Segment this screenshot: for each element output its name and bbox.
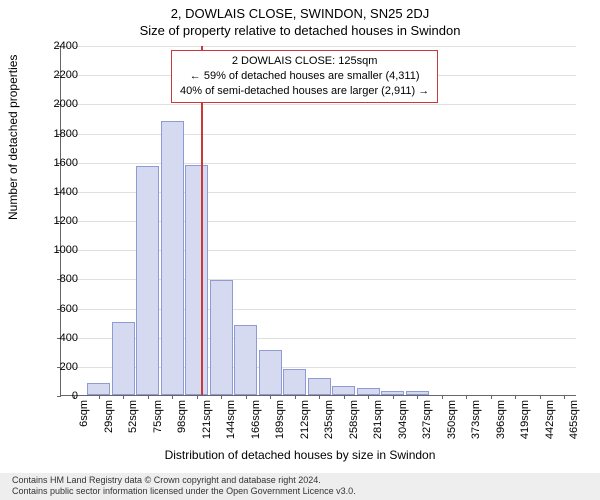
x-axis-label: Distribution of detached houses by size … — [0, 448, 600, 462]
histogram-bar — [87, 383, 110, 395]
x-tick-label: 465sqm — [568, 400, 580, 439]
histogram-bar — [283, 369, 306, 395]
x-tick-mark — [148, 395, 149, 399]
footer-line-1: Contains HM Land Registry data © Crown c… — [12, 475, 590, 486]
x-tick-label: 396sqm — [495, 400, 507, 439]
histogram-bar — [406, 391, 429, 395]
info-line-larger: 40% of semi-detached houses are larger (… — [180, 84, 429, 99]
x-tick-label: 281sqm — [372, 400, 384, 439]
x-tick-mark — [197, 395, 198, 399]
gridline — [61, 46, 576, 47]
x-tick-mark — [319, 395, 320, 399]
y-tick-label: 0 — [44, 390, 78, 402]
x-tick-label: 189sqm — [274, 400, 286, 439]
x-tick-label: 419sqm — [519, 400, 531, 439]
x-tick-label: 121sqm — [201, 400, 213, 439]
x-tick-mark — [344, 395, 345, 399]
y-tick-label: 800 — [44, 273, 78, 285]
histogram-bar — [136, 166, 159, 395]
histogram-bar — [381, 391, 404, 395]
y-tick-label: 400 — [44, 332, 78, 344]
x-tick-mark — [99, 395, 100, 399]
x-tick-label: 373sqm — [470, 400, 482, 439]
page-subtitle: Size of property relative to detached ho… — [0, 23, 600, 38]
x-tick-mark — [393, 395, 394, 399]
y-tick-label: 1000 — [44, 244, 78, 256]
y-tick-label: 1800 — [44, 128, 78, 140]
y-tick-label: 2000 — [44, 98, 78, 110]
x-tick-mark — [246, 395, 247, 399]
x-tick-mark — [491, 395, 492, 399]
x-tick-mark — [466, 395, 467, 399]
x-tick-mark — [540, 395, 541, 399]
y-axis-label: Number of detached properties — [6, 55, 20, 220]
info-line-property: 2 DOWLAIS CLOSE: 125sqm — [180, 54, 429, 69]
histogram-bar — [185, 165, 208, 395]
y-tick-label: 1200 — [44, 215, 78, 227]
x-tick-mark — [417, 395, 418, 399]
x-tick-mark — [564, 395, 565, 399]
x-tick-mark — [515, 395, 516, 399]
y-tick-label: 2400 — [44, 40, 78, 52]
x-tick-label: 144sqm — [225, 400, 237, 439]
info-line-smaller: ← 59% of detached houses are smaller (4,… — [180, 69, 429, 84]
x-tick-mark — [368, 395, 369, 399]
x-tick-mark — [221, 395, 222, 399]
x-tick-label: 29sqm — [103, 400, 115, 433]
histogram-bar — [210, 280, 233, 395]
gridline — [61, 134, 576, 135]
footer-line-2: Contains public sector information licen… — [12, 486, 590, 497]
histogram-bar — [357, 388, 380, 395]
info-box: 2 DOWLAIS CLOSE: 125sqm ← 59% of detache… — [171, 50, 438, 103]
histogram-bar — [112, 322, 135, 395]
y-tick-label: 200 — [44, 361, 78, 373]
y-tick-label: 1400 — [44, 186, 78, 198]
gridline — [61, 163, 576, 164]
page-title: 2, DOWLAIS CLOSE, SWINDON, SN25 2DJ — [0, 6, 600, 21]
footer: Contains HM Land Registry data © Crown c… — [0, 473, 600, 500]
x-tick-label: 212sqm — [299, 400, 311, 439]
x-tick-label: 304sqm — [397, 400, 409, 439]
x-tick-label: 235sqm — [323, 400, 335, 439]
x-tick-label: 442sqm — [544, 400, 556, 439]
x-tick-mark — [270, 395, 271, 399]
histogram-bar — [234, 325, 257, 395]
x-tick-label: 6sqm — [78, 400, 90, 427]
histogram-bar — [259, 350, 282, 395]
x-tick-label: 258sqm — [348, 400, 360, 439]
histogram-chart: 2 DOWLAIS CLOSE: 125sqm ← 59% of detache… — [60, 46, 576, 396]
plot-area: 2 DOWLAIS CLOSE: 125sqm ← 59% of detache… — [60, 46, 576, 396]
y-tick-label: 600 — [44, 303, 78, 315]
x-tick-mark — [295, 395, 296, 399]
x-tick-label: 98sqm — [176, 400, 188, 433]
x-tick-mark — [172, 395, 173, 399]
x-tick-mark — [123, 395, 124, 399]
histogram-bar — [332, 386, 355, 395]
x-tick-label: 52sqm — [127, 400, 139, 433]
x-tick-mark — [442, 395, 443, 399]
y-tick-label: 1600 — [44, 157, 78, 169]
gridline — [61, 104, 576, 105]
histogram-bar — [161, 121, 184, 395]
histogram-bar — [308, 378, 331, 396]
x-tick-label: 75sqm — [152, 400, 164, 433]
x-tick-label: 350sqm — [446, 400, 458, 439]
x-tick-label: 166sqm — [250, 400, 262, 439]
x-tick-label: 327sqm — [421, 400, 433, 439]
y-tick-label: 2200 — [44, 69, 78, 81]
